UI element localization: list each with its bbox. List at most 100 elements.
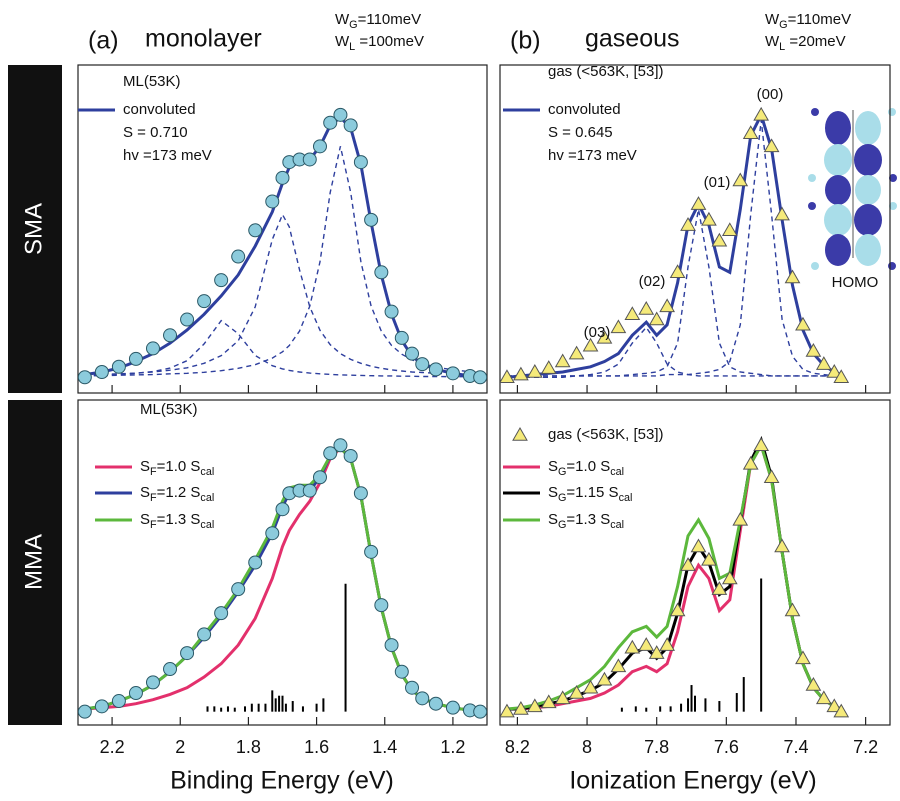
circle-marker xyxy=(473,370,487,385)
x-tick-label: 7.2 xyxy=(853,737,878,757)
curve xyxy=(507,435,842,711)
x-tick-label: 7.6 xyxy=(714,737,739,757)
circle-marker xyxy=(180,312,195,327)
circle-marker xyxy=(265,194,280,209)
plot-frame xyxy=(77,399,488,726)
circle-marker xyxy=(89,76,102,89)
circle-marker xyxy=(128,686,143,701)
circle-marker xyxy=(302,152,317,167)
circle-marker xyxy=(364,544,379,559)
plot-area xyxy=(78,438,487,719)
triangle-marker xyxy=(795,650,811,665)
triangle-marker xyxy=(526,698,543,713)
row-label: MMA xyxy=(20,534,47,590)
triangle-marker xyxy=(784,602,801,617)
circle-marker xyxy=(323,115,338,130)
legend-label: SF=1.2 Scal xyxy=(140,484,214,504)
triangle-marker xyxy=(701,551,717,566)
triangle-marker xyxy=(648,311,665,326)
triangle-marker xyxy=(610,319,627,334)
annotation: (03) xyxy=(584,324,611,341)
legend-note: S = 0.645 xyxy=(548,124,613,141)
x-tick-label: 1.6 xyxy=(304,737,329,757)
triangle-marker xyxy=(568,685,585,699)
circle-marker xyxy=(214,606,229,621)
legend-label-part: S xyxy=(140,458,150,475)
legend-label-part: =1.0 S xyxy=(566,458,610,475)
width-label-part: G xyxy=(779,19,787,31)
annotation: (00) xyxy=(757,86,784,103)
row-box xyxy=(8,65,62,393)
legend-label-part: S xyxy=(548,511,558,528)
triangle-marker xyxy=(732,511,749,526)
triangle-marker xyxy=(826,698,843,713)
triangle-marker xyxy=(659,637,676,651)
triangle-marker xyxy=(582,337,599,352)
x-tick-label: 2.2 xyxy=(100,737,125,757)
triangle-marker xyxy=(701,211,717,226)
width-label-part: =100meV xyxy=(355,33,424,50)
circle-marker xyxy=(275,502,290,517)
circle-marker xyxy=(94,699,109,714)
triangle-marker xyxy=(763,138,780,153)
circle-marker xyxy=(231,582,246,597)
triangle-marker xyxy=(833,369,850,384)
circle-marker xyxy=(384,638,399,653)
triangle-marker xyxy=(690,196,707,210)
x-tick-label: 1.4 xyxy=(372,737,397,757)
legend-label-part: cal xyxy=(610,466,624,478)
circle-marker xyxy=(428,696,443,711)
circle-marker xyxy=(333,438,348,453)
triangle-marker xyxy=(805,343,822,357)
legend-label-part: G xyxy=(558,519,566,531)
triangle-marker xyxy=(826,364,843,378)
legend-label: SF=1.3 Scal xyxy=(140,511,214,531)
width-label: WG=110meV xyxy=(335,11,421,31)
component-line xyxy=(84,319,481,378)
legend-label: SF=1.0 Scal xyxy=(140,458,214,478)
triangle-marker xyxy=(659,298,676,313)
triangle-marker xyxy=(815,356,832,370)
triangle-marker xyxy=(795,316,811,331)
triangle-marker xyxy=(554,353,571,368)
row-label: SMA xyxy=(20,203,47,255)
plot-frame xyxy=(499,64,891,394)
legend-label-part: S xyxy=(548,484,558,501)
width-label: WL =100meV xyxy=(335,33,424,53)
legend-note: hv =173 meV xyxy=(548,147,637,164)
circle-marker xyxy=(111,694,126,709)
x-tick-label: 2 xyxy=(175,737,185,757)
triangle-marker xyxy=(742,125,759,139)
x-tick-label: 8.2 xyxy=(505,737,530,757)
triangle-marker xyxy=(624,639,641,654)
width-label-part: W xyxy=(335,33,350,50)
component-line xyxy=(84,212,481,376)
legend-label-part: =1.3 S xyxy=(566,511,610,528)
legend-label-part: cal xyxy=(200,519,214,531)
plot-frame xyxy=(499,399,891,726)
triangle-marker xyxy=(568,345,585,360)
width-label-part: W xyxy=(765,11,780,28)
triangle-marker xyxy=(596,671,613,686)
x-tick-label: 8 xyxy=(582,737,592,757)
width-label-part: L xyxy=(349,41,355,53)
width-label-part: G xyxy=(349,19,357,31)
circle-marker xyxy=(78,370,92,385)
circle-marker xyxy=(405,346,420,361)
width-label-part: =110meV xyxy=(788,11,852,28)
annotation: (01) xyxy=(704,174,731,191)
circle-marker xyxy=(445,700,460,715)
x-axis-label: Binding Energy (eV) xyxy=(170,767,394,795)
circle-marker xyxy=(214,273,229,288)
circle-marker xyxy=(128,351,143,366)
triangle-marker xyxy=(500,703,515,718)
column-title: gaseous xyxy=(585,25,680,53)
triangle-marker xyxy=(638,301,655,315)
triangle-marker xyxy=(774,206,790,221)
triangle-marker xyxy=(513,366,529,381)
legend-label-part: S xyxy=(140,511,150,528)
legend-label-part: =1.2 S xyxy=(157,484,201,501)
circle-marker xyxy=(428,362,443,377)
legend-label-part: =1.0 S xyxy=(157,458,201,475)
